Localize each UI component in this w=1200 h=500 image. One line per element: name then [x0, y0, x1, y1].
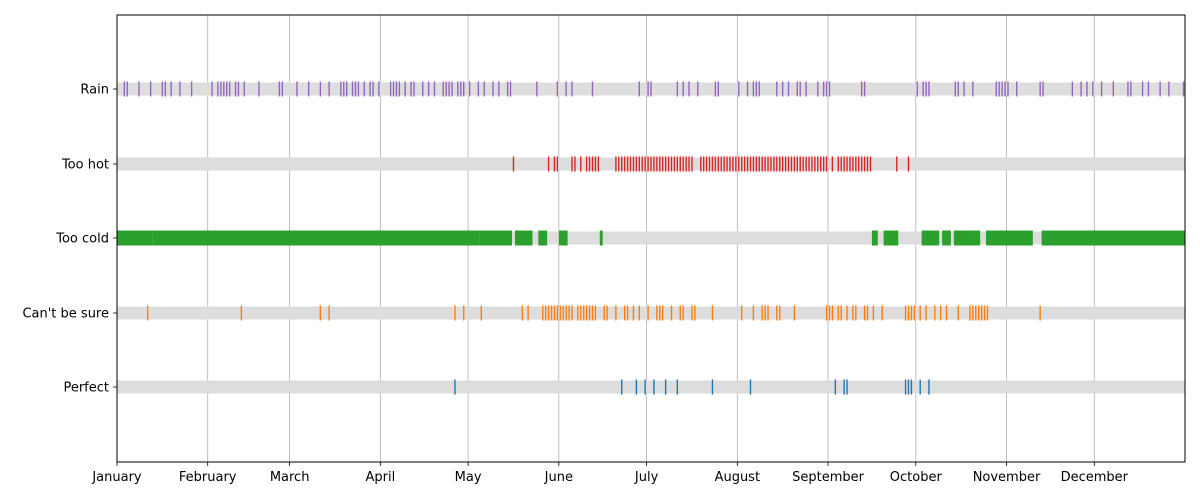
event-span [942, 230, 951, 246]
y-tick-label-can-t-be-sure: Can't be sure [22, 307, 109, 322]
event-span [117, 230, 153, 246]
x-tick-label-july: July [634, 470, 659, 485]
event-span [986, 230, 1033, 246]
y-tick-label-rain: Rain [80, 83, 109, 98]
event-span [152, 230, 480, 246]
event-span [479, 230, 513, 246]
x-tick-label-november: November [973, 470, 1041, 485]
x-tick-label-may: May [455, 470, 482, 485]
event-span [871, 230, 878, 246]
x-tick-label-march: March [270, 470, 310, 485]
event-span [599, 230, 603, 246]
x-tick-label-december: December [1061, 470, 1129, 485]
series-can-t-be-sure [147, 305, 1041, 321]
y-tick-label-perfect: Perfect [63, 381, 109, 396]
event-span [558, 230, 568, 246]
y-tick-label-too-hot: Too hot [61, 158, 109, 173]
event-marks [117, 81, 1185, 395]
y-tick-label-too-cold: Too cold [55, 232, 109, 247]
x-tick-label-june: June [544, 470, 573, 485]
event-span [953, 230, 969, 246]
x-tick-label-august: August [715, 470, 761, 485]
x-tick-label-september: September [792, 470, 865, 485]
x-tick-label-april: April [365, 470, 395, 485]
x-axis: January February March April May June July Augu… [91, 462, 1129, 485]
band-perfect [117, 380, 1185, 394]
series-too-cold [117, 230, 1185, 246]
x-tick-label-february: February [179, 470, 237, 485]
series-too-hot [512, 156, 910, 172]
x-tick-label-january: January [91, 470, 142, 485]
series-rain [123, 81, 1185, 97]
event-span [968, 230, 981, 246]
y-axis: Perfect Can't be sure Too cold Too hot Rain [22, 83, 117, 396]
event-span [514, 230, 533, 246]
event-span [921, 230, 940, 246]
event-span [538, 230, 548, 246]
event-span [883, 230, 899, 246]
x-tick-label-october: October [890, 470, 943, 485]
event-span [1041, 230, 1185, 246]
series-perfect [454, 379, 930, 395]
plot-frame [116, 14, 1186, 463]
band-can-t-be-sure [117, 306, 1185, 320]
